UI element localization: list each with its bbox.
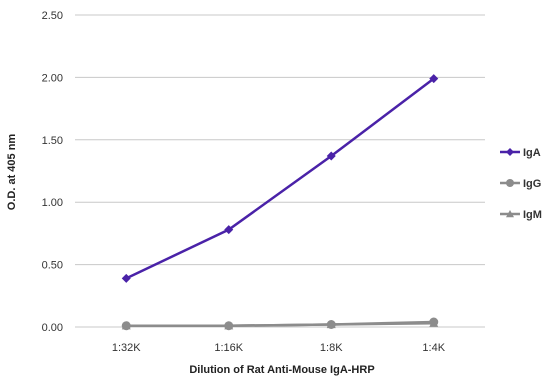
legend: IgA IgG IgM (500, 147, 542, 221)
series-igg (121, 317, 439, 331)
series-group (121, 74, 439, 331)
series-line (126, 320, 434, 328)
x-tick-label: 1:32K (112, 342, 141, 354)
legend-label: IgA (523, 147, 541, 159)
legend-item-igm: IgM (500, 209, 542, 221)
data-point (429, 317, 439, 327)
data-point (224, 321, 234, 331)
x-axis-label: Dilution of Rat Anti-Mouse IgA-HRP (189, 364, 374, 376)
y-tick-label: 2.50 (42, 10, 63, 22)
data-point (326, 320, 336, 330)
data-point (429, 74, 439, 84)
y-tick-label: 0.00 (42, 322, 63, 334)
x-tick-label: 1:8K (320, 342, 343, 354)
legend-label: IgM (523, 209, 542, 221)
y-tick-labels: 0.00 0.50 1.00 1.50 2.00 2.50 (42, 10, 63, 334)
data-point (121, 321, 131, 331)
data-point (506, 210, 514, 218)
y-tick-label: 0.50 (42, 260, 63, 272)
gridlines (75, 14, 485, 328)
y-tick-label: 1.00 (42, 197, 63, 209)
legend-item-igg: IgG (500, 178, 541, 190)
x-tick-label: 1:16K (214, 342, 243, 354)
y-axis-label: O.D. at 405 nm (6, 134, 18, 211)
legend-item-iga: IgA (500, 147, 541, 159)
y-tick-label: 2.00 (42, 72, 63, 84)
series-iga (121, 74, 439, 283)
x-tick-labels: 1:32K 1:16K 1:8K 1:4K (112, 342, 446, 354)
data-point (506, 179, 514, 187)
series-line (125, 77, 435, 280)
data-point (326, 151, 336, 161)
y-tick-label: 1.50 (42, 135, 63, 147)
x-tick-label: 1:4K (422, 342, 445, 354)
data-point (224, 225, 234, 235)
data-point (506, 148, 514, 156)
legend-label: IgG (523, 178, 541, 190)
data-point (121, 273, 131, 283)
